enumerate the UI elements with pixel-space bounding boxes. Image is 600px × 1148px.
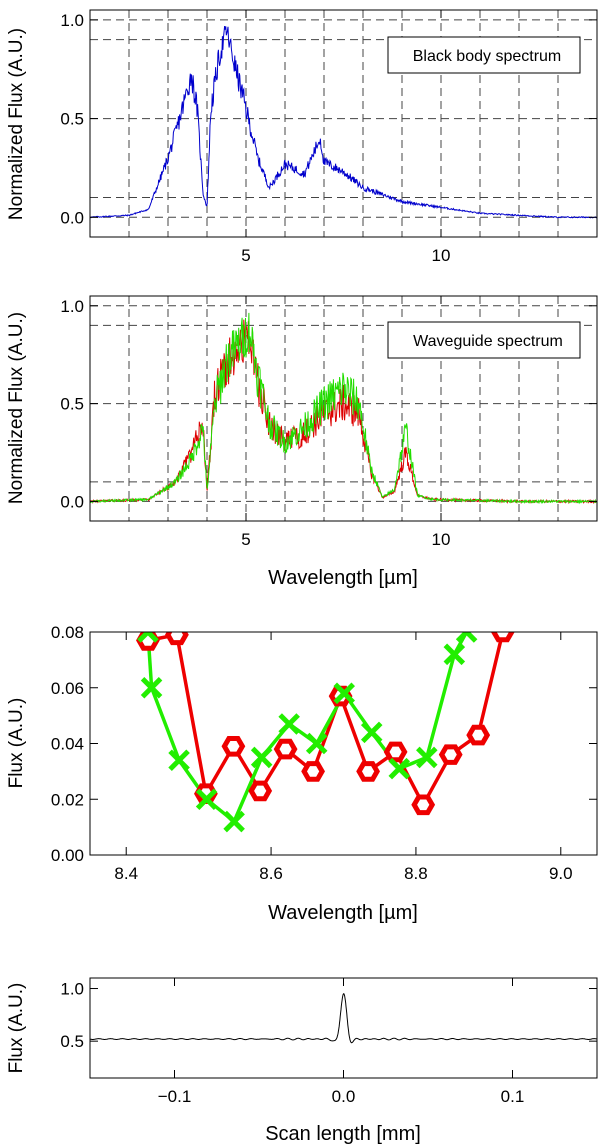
x-tick-label: 0.0 — [332, 1087, 356, 1106]
y-axis-label: Normalized Flux (A.U.) — [6, 28, 27, 220]
panel-zoom: 8.4 8.6 8.8 9.0 0.00 0.02 0.04 0.06 0.08 Flux (A… — [6, 623, 598, 924]
green-x-marker — [360, 721, 383, 744]
red-hexagon-marker — [248, 780, 273, 802]
y-tick-label: 0.04 — [51, 735, 84, 754]
green-x-marker — [443, 643, 466, 666]
green-x-marker — [144, 632, 159, 643]
x-tick-label: 5 — [241, 530, 250, 549]
panel-black-body: 5 10 0.0 0.5 1.0 Normalized Flux (A.U.) Blac… — [6, 9, 598, 265]
x-tick-label: −0.1 — [158, 1087, 192, 1106]
plot-frame — [89, 977, 598, 1079]
green-x-marker — [168, 749, 190, 771]
legend-label: Black body spectrum — [413, 48, 562, 65]
red-hexagon-marker — [356, 761, 380, 782]
x-axis-label: Wavelength [µm] — [268, 902, 418, 924]
green-x-marker — [140, 676, 163, 699]
y-tick-label: 0.0 — [60, 492, 84, 511]
green-x-marker — [223, 810, 245, 833]
red-hexagon-marker — [383, 741, 408, 763]
x-axis-label: Wavelength [µm] — [268, 567, 418, 589]
y-tick-label: 0.06 — [51, 679, 84, 698]
plot-frame — [89, 631, 598, 856]
x-tick-label: 8.6 — [259, 864, 283, 883]
waveguide-green-line — [89, 312, 598, 505]
interferogram-line — [89, 993, 598, 1044]
red-hexagon-marker — [165, 632, 189, 646]
panel-waveguide: 5 10 0.0 0.5 1.0 Normalized Flux (A.U.) Wave… — [6, 295, 598, 589]
y-tick-label: 1.0 — [60, 297, 84, 316]
x-tick-label: 8.4 — [114, 864, 138, 883]
y-tick-label: 1.0 — [60, 11, 84, 30]
red-hexagon-marker — [221, 736, 246, 757]
plot-frame — [89, 295, 598, 522]
y-tick-label: 1.0 — [60, 980, 84, 999]
y-axis-label: Flux (A.U.) — [6, 698, 27, 789]
green-x-marker — [278, 713, 300, 735]
red-hexagon-marker — [438, 744, 463, 765]
green-x-marker — [388, 757, 411, 780]
green-x-marker — [333, 682, 355, 705]
y-axis-label: Normalized Flux (A.U.) — [6, 312, 27, 504]
y-axis-label: Flux (A.U.) — [6, 983, 27, 1074]
red-hexagon-marker — [301, 761, 325, 782]
red-hexagon-marker — [466, 724, 491, 746]
y-tick-label: 0.08 — [51, 623, 84, 642]
green-x-marker — [250, 746, 273, 769]
panel-interferogram: −0.1 0.0 0.1 0.5 1.0 Flux (A.U.) Scan length… — [6, 977, 598, 1145]
x-tick-label: 0.1 — [501, 1087, 525, 1106]
x-axis-label: Scan length [mm] — [265, 1123, 421, 1145]
red-hexagon-marker — [411, 794, 436, 816]
legend-label: Waveguide spectrum — [413, 333, 563, 350]
y-tick-label: 0.0 — [60, 208, 84, 227]
green-x-marker — [195, 788, 218, 811]
x-tick-label: 10 — [432, 530, 451, 549]
y-tick-label: 0.5 — [60, 395, 84, 414]
red-hexagon-marker — [273, 738, 298, 760]
x-tick-label: 10 — [432, 246, 451, 265]
x-tick-label: 9.0 — [549, 864, 573, 883]
green-x-marker — [455, 632, 471, 643]
legend-box — [387, 321, 581, 359]
green-x-marker — [305, 732, 328, 755]
x-tick-label: 8.8 — [404, 864, 428, 883]
plot-frame — [89, 9, 598, 238]
y-tick-label: 0.5 — [60, 1032, 84, 1051]
green-x-marker — [416, 746, 438, 769]
y-tick-label: 0.02 — [51, 790, 84, 809]
y-tick-label: 0.5 — [60, 110, 84, 129]
green-x-marker — [137, 632, 152, 643]
legend-box — [387, 36, 581, 74]
y-tick-label: 0.00 — [51, 846, 84, 865]
red-hexagon-marker — [490, 632, 515, 643]
green-x-marker — [463, 632, 478, 643]
x-tick-label: 5 — [241, 246, 250, 265]
black-body-line — [89, 26, 598, 219]
